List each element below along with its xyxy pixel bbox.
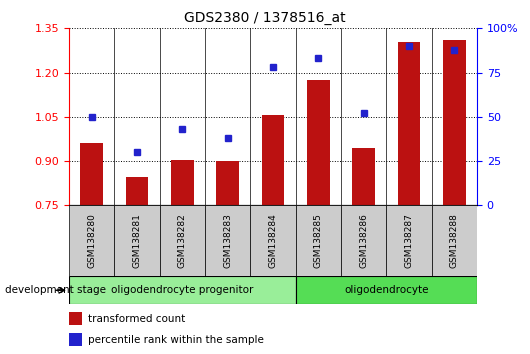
Bar (443, 40, 466, 205)
Bar (262, 115, 284, 205)
Text: GSM138284: GSM138284 (269, 213, 277, 268)
Text: oligodendrocyte progenitor: oligodendrocyte progenitor (111, 285, 253, 295)
Text: GDS2380 / 1378516_at: GDS2380 / 1378516_at (184, 11, 346, 25)
Bar (296, 205, 341, 276)
Text: GSM138282: GSM138282 (178, 213, 187, 268)
Bar (114, 205, 160, 276)
Text: transformed count: transformed count (88, 314, 185, 324)
Text: GSM138280: GSM138280 (87, 213, 96, 268)
Text: GSM138287: GSM138287 (404, 213, 413, 268)
Bar (352, 148, 375, 205)
Text: GSM138286: GSM138286 (359, 213, 368, 268)
Text: GSM138288: GSM138288 (450, 213, 459, 268)
Bar (69, 312, 82, 325)
Bar (205, 205, 250, 276)
Bar (307, 80, 330, 205)
Text: development stage: development stage (5, 285, 107, 295)
Bar (250, 205, 296, 276)
Text: GSM138283: GSM138283 (223, 213, 232, 268)
Text: GSM138281: GSM138281 (132, 213, 142, 268)
Bar (160, 205, 205, 276)
Bar (216, 161, 239, 205)
Bar (386, 205, 431, 276)
Bar (69, 205, 114, 276)
Bar (171, 160, 193, 205)
Text: GSM138285: GSM138285 (314, 213, 323, 268)
Bar (80, 143, 103, 205)
Bar (296, 276, 477, 304)
Bar (431, 205, 477, 276)
Bar (69, 333, 82, 346)
Bar (69, 276, 296, 304)
Bar (398, 41, 420, 205)
Bar (341, 205, 386, 276)
Text: oligodendrocyte: oligodendrocyte (344, 285, 429, 295)
Bar (126, 177, 148, 205)
Text: percentile rank within the sample: percentile rank within the sample (88, 335, 264, 345)
